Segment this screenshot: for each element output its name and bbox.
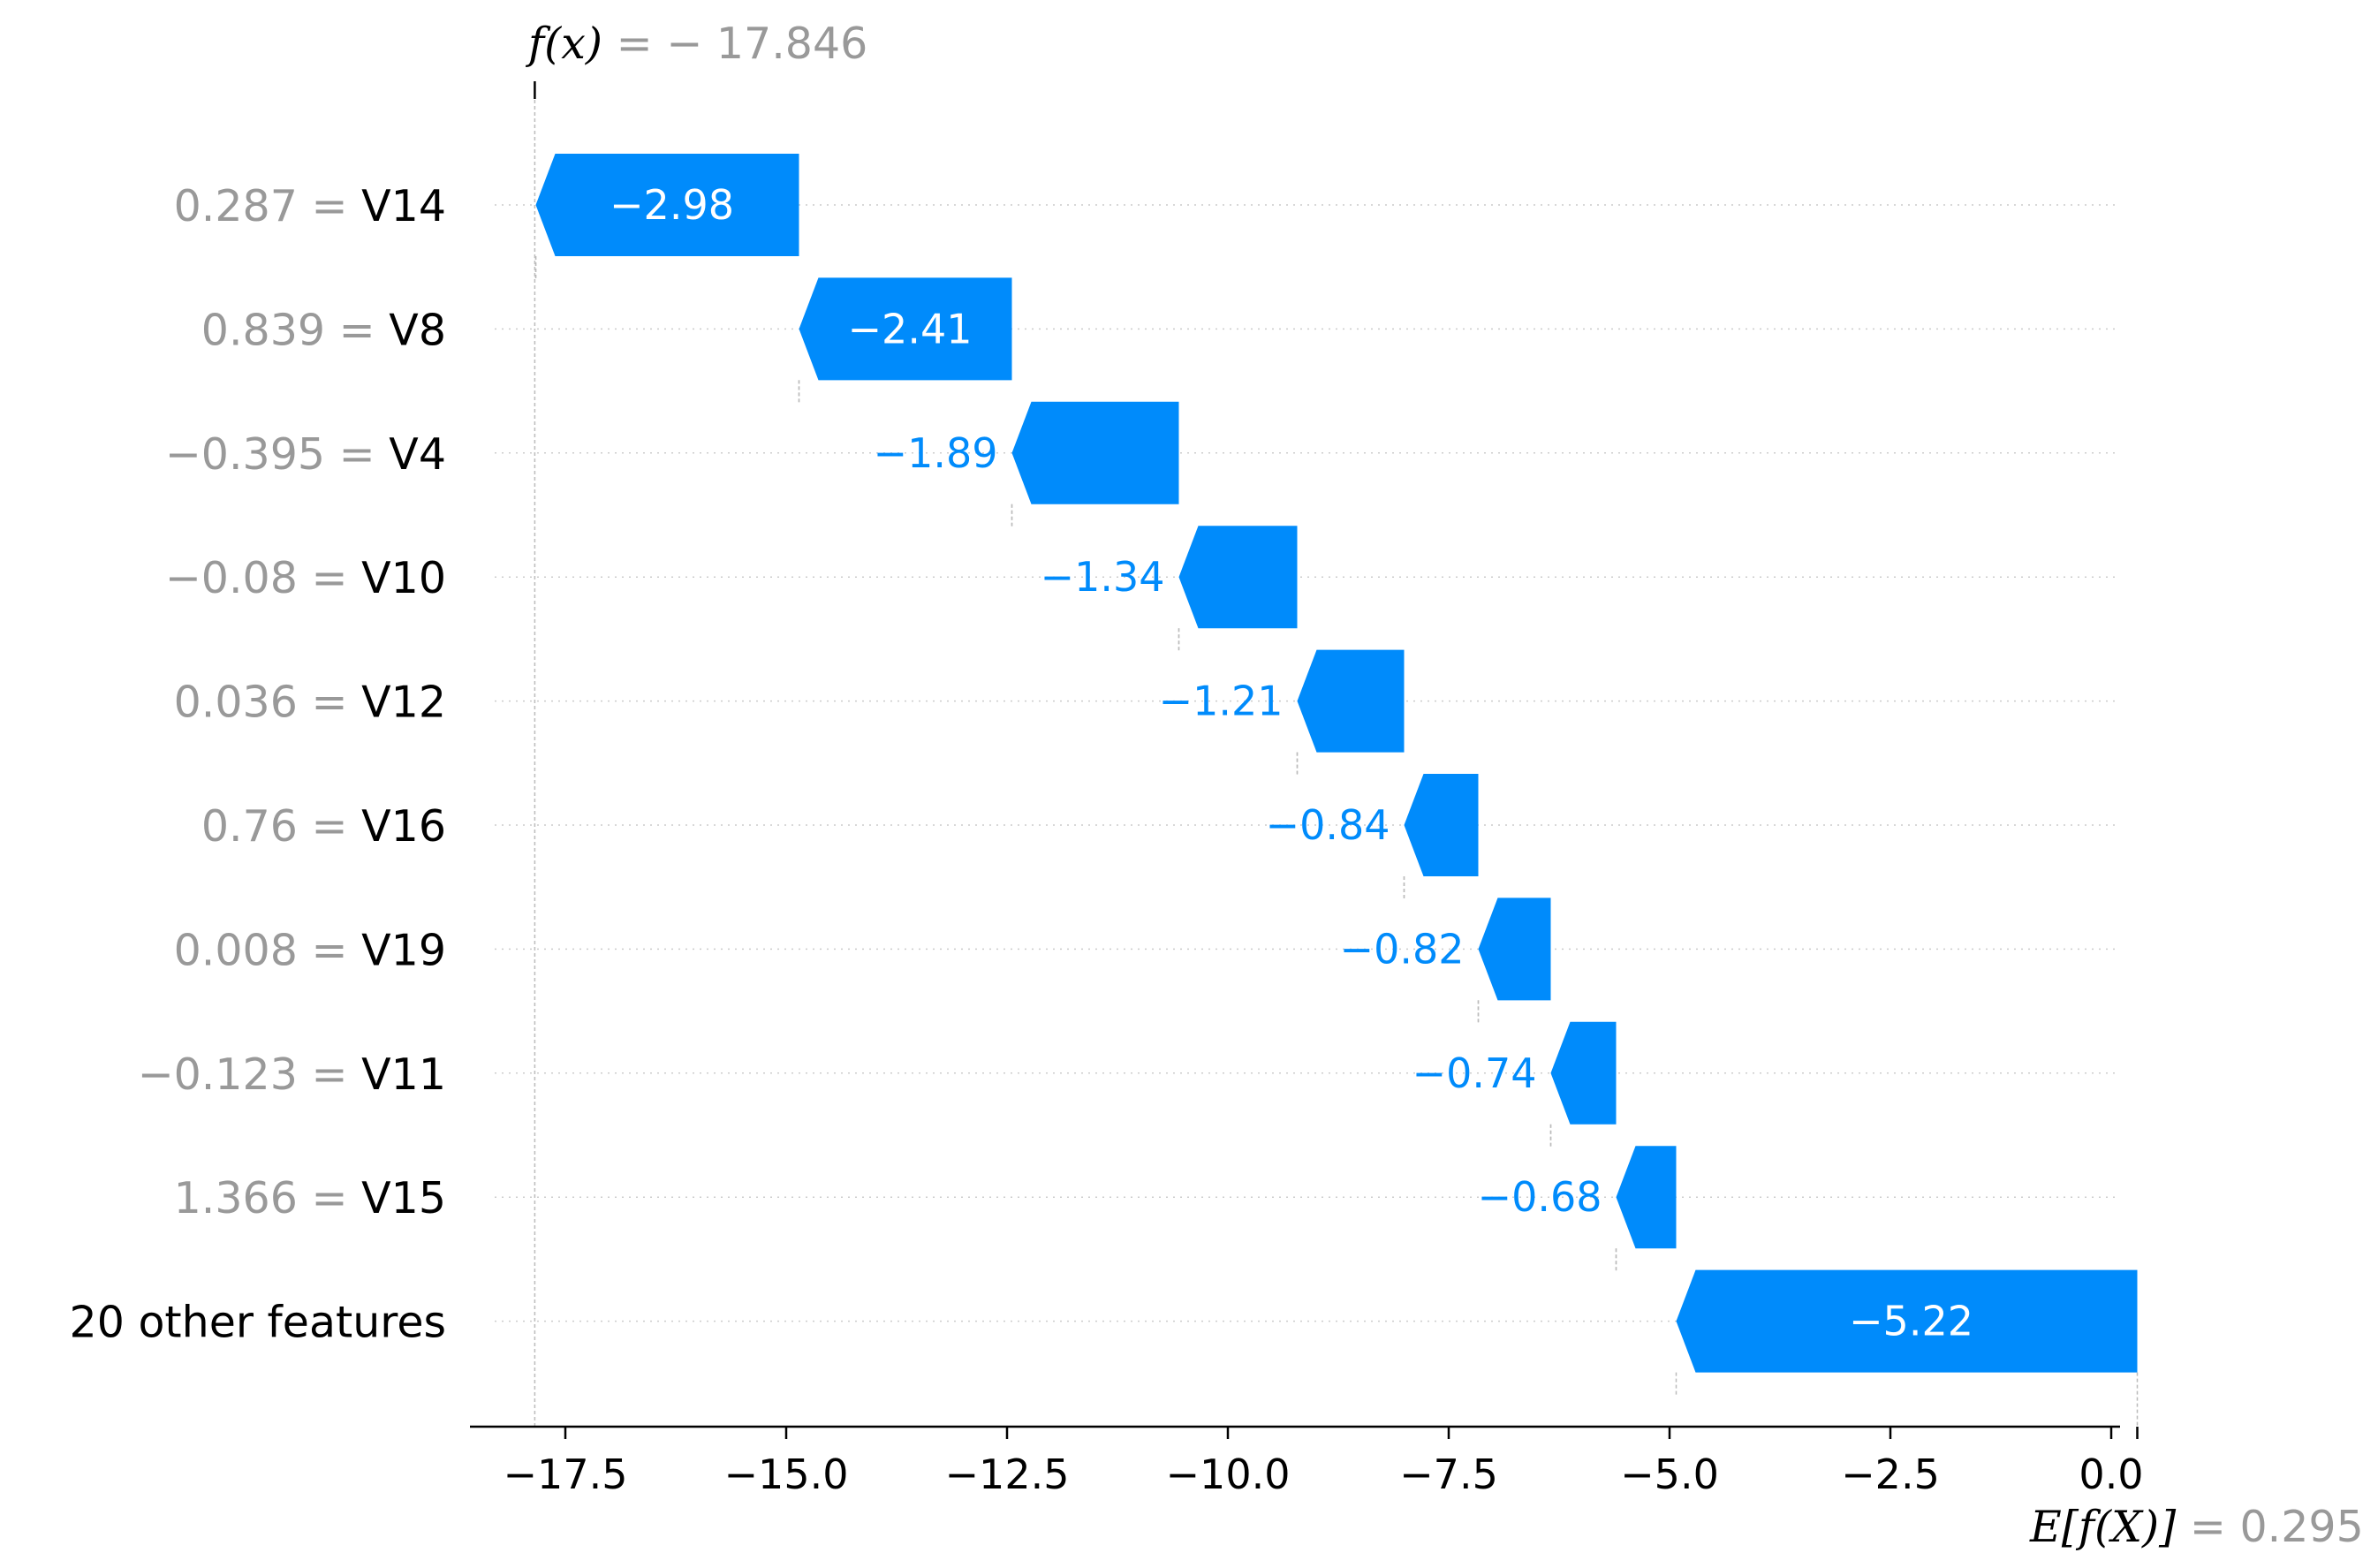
feature-name: V11 <box>361 1049 446 1100</box>
bar-value-label: −0.74 <box>1412 1049 1537 1097</box>
row-label: 0.008 = V19 <box>174 925 446 975</box>
feature-name: V10 <box>361 553 446 603</box>
feature-value: −0.395 = <box>165 429 390 480</box>
feature-name: V14 <box>361 181 446 231</box>
row-label: 1.366 = V15 <box>174 1173 446 1223</box>
feature-value: −0.123 = <box>138 1049 362 1100</box>
bar-3 <box>1011 401 1179 504</box>
bar-6 <box>1404 774 1479 876</box>
connector-lines <box>534 81 2139 1427</box>
row-label: −0.395 = V4 <box>165 429 446 480</box>
feature-name: V15 <box>361 1173 446 1223</box>
row-label: −0.123 = V11 <box>138 1049 446 1100</box>
fx-annotation: f(x) = − 17.846 <box>525 19 867 99</box>
efx-value: = 0.295 <box>2176 1502 2364 1552</box>
bar-9 <box>1616 1146 1677 1249</box>
x-tick-label: −2.5 <box>1841 1451 1940 1498</box>
bar-10 <box>1676 1269 2138 1373</box>
bar-value-label: −1.34 <box>1041 553 1165 601</box>
bar-value-label: −2.98 <box>610 181 734 229</box>
fx-label: f(x) = − 17.846 <box>525 19 867 69</box>
bar-value-label: −1.89 <box>874 429 998 477</box>
efx-annotation: E[f(X)] = 0.295 <box>2029 1502 2364 1552</box>
feature-name: 20 other features <box>70 1298 446 1348</box>
bar-value-label: −0.84 <box>1266 801 1390 849</box>
feature-value: 0.76 = <box>201 801 361 852</box>
row-label: −0.08 = V10 <box>165 553 446 603</box>
fx-symbol: f(x) <box>525 19 602 69</box>
row-label: 0.287 = V14 <box>174 181 446 231</box>
x-tick-label: −7.5 <box>1399 1451 1498 1498</box>
bar-4 <box>1178 526 1298 629</box>
feature-value: 0.036 = <box>174 678 362 728</box>
row-label: 0.76 = V16 <box>201 801 446 852</box>
bar-2 <box>799 277 1012 381</box>
bar-value-label: −2.41 <box>848 305 973 352</box>
bar-value-label: −0.68 <box>1478 1173 1602 1221</box>
grid-lines <box>495 204 2116 1322</box>
row-label: 0.036 = V12 <box>174 678 446 728</box>
bars: −2.98 −2.41 −1.89 −1.34 −1.21 −0.84 −0.82 −0.74… <box>535 154 2138 1373</box>
x-tick-label: −17.5 <box>504 1451 628 1498</box>
feature-value: −0.08 = <box>165 553 361 603</box>
x-tick-label: −12.5 <box>945 1451 1070 1498</box>
bar-value-label: −5.22 <box>1849 1298 1973 1345</box>
feature-value: 0.839 = <box>201 305 390 355</box>
efx-label: E[f(X)] = 0.295 <box>2029 1502 2364 1552</box>
x-tick-label: −15.0 <box>724 1451 849 1498</box>
efx-symbol: E[f(X)] <box>2029 1502 2177 1552</box>
x-tick-label: −5.0 <box>1620 1451 1719 1498</box>
bar-5 <box>1297 649 1405 753</box>
fx-value: = − 17.846 <box>602 19 867 69</box>
feature-value: 0.287 = <box>174 181 362 231</box>
row-label: 0.839 = V8 <box>201 305 446 355</box>
x-tick-label: 0.0 <box>2079 1451 2143 1498</box>
row-label: 20 other features <box>70 1298 446 1348</box>
bar-7 <box>1478 898 1551 1001</box>
feature-name: V19 <box>361 925 446 975</box>
feature-value: 1.366 = <box>174 1173 362 1223</box>
feature-name: V4 <box>389 429 446 480</box>
bar-1 <box>535 154 799 256</box>
x-tick-label: −10.0 <box>1166 1451 1291 1498</box>
feature-name: V16 <box>361 801 446 852</box>
feature-name: V8 <box>389 305 446 355</box>
row-labels: 0.287 = V14 0.839 = V8 −0.395 = V4 −0.08 = … <box>70 181 446 1348</box>
bar-value-label: −0.82 <box>1340 925 1465 973</box>
bar-value-label: −1.21 <box>1159 678 1284 725</box>
bar-8 <box>1550 1021 1617 1125</box>
feature-value: 0.008 = <box>174 925 362 975</box>
x-axis: −17.5 −15.0 −12.5 −10.0 −7.5 −5.0 −2.5 0.0 <box>470 1425 2144 1498</box>
feature-name: V12 <box>361 678 446 728</box>
